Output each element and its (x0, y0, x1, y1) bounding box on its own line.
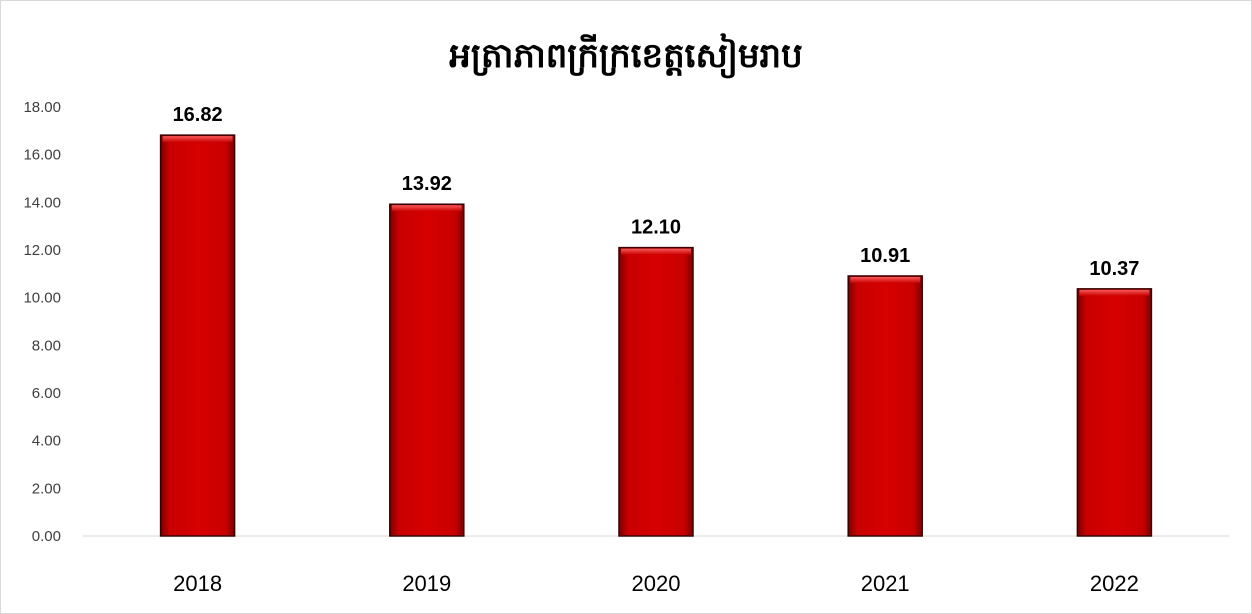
x-tick-label: 2021 (861, 571, 910, 596)
bar-series (159, 134, 1153, 537)
x-axis: 2018 2019 2020 2021 2022 (83, 535, 1229, 596)
x-tick-label: 2020 (632, 571, 681, 596)
y-tick-label: 16.00 (23, 147, 61, 164)
data-label: 13.92 (402, 173, 452, 195)
data-label: 10.91 (860, 245, 910, 267)
x-tick-label: 2019 (402, 571, 451, 596)
bar (389, 203, 465, 537)
bar-highlight (391, 205, 462, 212)
y-tick-label: 0.00 (32, 528, 61, 545)
bar-body (1076, 288, 1153, 537)
bar-highlight (1079, 289, 1150, 296)
chart-title: អត្រាភាពក្រីក្រខេត្តសៀមរាប (449, 33, 802, 79)
y-tick-label: 14.00 (23, 194, 61, 211)
data-label: 10.37 (1089, 258, 1139, 280)
bar-highlight (850, 276, 921, 283)
x-tick-label: 2018 (173, 571, 222, 596)
bar-highlight (162, 136, 233, 143)
bar (159, 134, 236, 537)
y-tick-label: 2.00 (32, 480, 61, 497)
y-tick-label: 6.00 (32, 385, 61, 402)
bar (618, 246, 694, 537)
data-labels: 16.82 13.92 12.10 10.91 10.37 (173, 104, 1140, 280)
bar-body (618, 246, 694, 537)
bar-highlight (621, 248, 691, 255)
bar-body (847, 275, 923, 537)
bar-body (389, 203, 465, 537)
data-label: 16.82 (173, 104, 223, 126)
y-tick-label: 4.00 (32, 433, 61, 450)
bar (847, 275, 923, 537)
data-label: 12.10 (631, 217, 681, 239)
bar (1076, 288, 1153, 537)
y-tick-label: 18.00 (23, 99, 61, 116)
x-tick-label: 2022 (1090, 571, 1139, 596)
bar-body (159, 134, 236, 537)
y-tick-label: 10.00 (23, 290, 61, 307)
y-axis: 0.00 2.00 4.00 6.00 8.00 10.00 12.00 14.00 16.00… (23, 99, 61, 545)
y-tick-label: 12.00 (23, 242, 61, 259)
y-tick-label: 8.00 (32, 337, 61, 354)
